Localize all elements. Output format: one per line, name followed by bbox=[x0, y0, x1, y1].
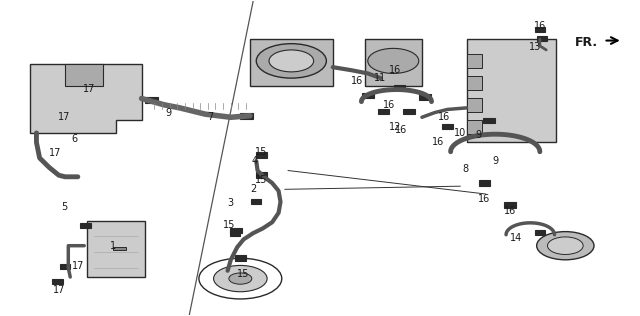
Text: 16: 16 bbox=[396, 125, 408, 135]
Bar bbox=[537, 36, 547, 41]
Bar bbox=[535, 230, 545, 235]
Bar bbox=[467, 76, 483, 90]
Bar bbox=[230, 231, 241, 236]
Bar bbox=[442, 124, 453, 130]
Text: 11: 11 bbox=[374, 73, 387, 83]
Bar bbox=[467, 54, 483, 68]
Text: 14: 14 bbox=[510, 233, 522, 243]
Text: 16: 16 bbox=[504, 206, 516, 216]
Circle shape bbox=[269, 50, 314, 72]
Bar bbox=[145, 97, 157, 104]
Text: 15: 15 bbox=[255, 147, 268, 157]
Text: 13: 13 bbox=[529, 42, 541, 52]
Text: 15: 15 bbox=[237, 269, 250, 279]
Text: 9: 9 bbox=[492, 156, 499, 166]
Text: 17: 17 bbox=[83, 84, 95, 94]
Polygon shape bbox=[467, 39, 556, 142]
Bar bbox=[81, 223, 91, 228]
Text: 17: 17 bbox=[72, 261, 84, 271]
Text: 17: 17 bbox=[52, 284, 65, 295]
Text: 4: 4 bbox=[252, 156, 258, 166]
Bar bbox=[255, 152, 267, 158]
Text: 12: 12 bbox=[389, 122, 401, 132]
Circle shape bbox=[547, 237, 583, 254]
Bar bbox=[467, 120, 483, 134]
Circle shape bbox=[214, 265, 267, 292]
Text: 2: 2 bbox=[250, 184, 256, 194]
Text: 17: 17 bbox=[49, 148, 61, 158]
Bar bbox=[467, 98, 483, 112]
Text: 8: 8 bbox=[462, 164, 468, 174]
Bar bbox=[60, 264, 70, 269]
Text: 16: 16 bbox=[389, 65, 401, 75]
Bar bbox=[251, 199, 261, 204]
Circle shape bbox=[537, 232, 594, 260]
Text: 16: 16 bbox=[383, 100, 395, 110]
Bar bbox=[255, 173, 267, 178]
Bar bbox=[403, 109, 415, 114]
Text: 7: 7 bbox=[207, 112, 214, 122]
Text: 16: 16 bbox=[534, 21, 546, 32]
Text: 16: 16 bbox=[432, 137, 444, 147]
Text: 9: 9 bbox=[475, 130, 481, 139]
Bar bbox=[230, 228, 242, 234]
Polygon shape bbox=[365, 39, 422, 86]
Bar bbox=[241, 112, 253, 119]
Bar bbox=[504, 202, 516, 208]
Text: 16: 16 bbox=[438, 112, 451, 122]
Bar bbox=[483, 118, 495, 123]
Bar bbox=[52, 279, 63, 284]
Circle shape bbox=[256, 44, 326, 78]
Bar bbox=[235, 255, 246, 261]
Polygon shape bbox=[65, 64, 103, 86]
Text: 16: 16 bbox=[351, 76, 363, 86]
Bar bbox=[419, 94, 431, 100]
Circle shape bbox=[229, 273, 252, 284]
Text: 15: 15 bbox=[255, 175, 268, 185]
Polygon shape bbox=[250, 39, 333, 86]
Polygon shape bbox=[88, 221, 145, 277]
Text: 1: 1 bbox=[110, 241, 116, 251]
Bar bbox=[113, 247, 125, 250]
Text: 9: 9 bbox=[165, 107, 172, 118]
Text: FR.: FR. bbox=[575, 36, 598, 49]
Text: 10: 10 bbox=[454, 128, 467, 138]
Text: 17: 17 bbox=[58, 112, 70, 122]
Circle shape bbox=[368, 48, 419, 73]
Text: 6: 6 bbox=[72, 134, 77, 144]
Text: 15: 15 bbox=[223, 220, 236, 230]
Text: 16: 16 bbox=[478, 194, 490, 204]
Bar bbox=[378, 109, 390, 114]
Text: 3: 3 bbox=[228, 198, 234, 209]
Polygon shape bbox=[30, 64, 141, 133]
Bar bbox=[479, 180, 490, 186]
Bar bbox=[394, 85, 405, 90]
Bar bbox=[362, 93, 374, 98]
Bar bbox=[535, 27, 545, 32]
Text: 5: 5 bbox=[61, 202, 67, 211]
